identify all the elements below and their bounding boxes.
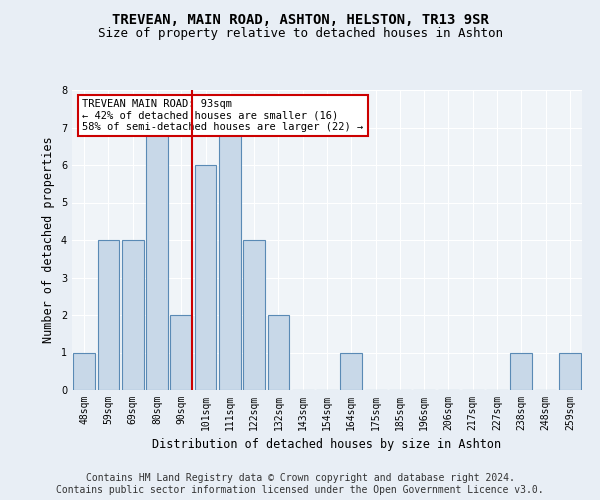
Text: TREVEAN, MAIN ROAD, ASHTON, HELSTON, TR13 9SR: TREVEAN, MAIN ROAD, ASHTON, HELSTON, TR1… — [112, 12, 488, 26]
Bar — [122, 240, 143, 390]
Text: Contains HM Land Registry data © Crown copyright and database right 2024.
Contai: Contains HM Land Registry data © Crown c… — [56, 474, 544, 495]
X-axis label: Distribution of detached houses by size in Ashton: Distribution of detached houses by size … — [152, 438, 502, 452]
Bar — [170, 315, 192, 390]
Bar — [97, 240, 119, 390]
Bar — [268, 315, 289, 390]
Text: Size of property relative to detached houses in Ashton: Size of property relative to detached ho… — [97, 28, 503, 40]
Bar — [243, 240, 265, 390]
Bar — [559, 352, 581, 390]
Bar — [219, 128, 241, 390]
Bar — [73, 352, 95, 390]
Bar — [194, 165, 217, 390]
Bar — [340, 352, 362, 390]
Bar — [511, 352, 532, 390]
Y-axis label: Number of detached properties: Number of detached properties — [43, 136, 55, 344]
Text: TREVEAN MAIN ROAD: 93sqm
← 42% of detached houses are smaller (16)
58% of semi-d: TREVEAN MAIN ROAD: 93sqm ← 42% of detach… — [82, 99, 364, 132]
Bar — [146, 128, 168, 390]
